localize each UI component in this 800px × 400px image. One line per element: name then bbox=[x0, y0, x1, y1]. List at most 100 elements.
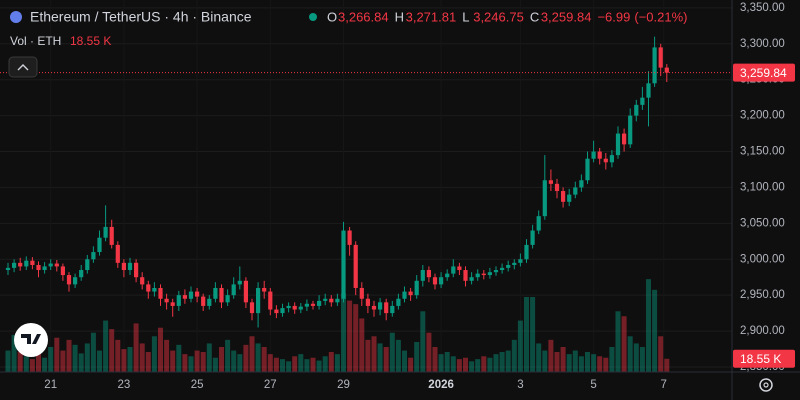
button-frame[interactable] bbox=[8, 56, 38, 78]
volume-bar bbox=[243, 344, 249, 372]
candle-body bbox=[609, 155, 614, 163]
x-tick-label: 23 bbox=[118, 379, 131, 391]
candle-body bbox=[274, 309, 279, 314]
candle-body bbox=[378, 302, 383, 310]
volume-bar bbox=[420, 311, 426, 372]
volume-bar bbox=[334, 354, 340, 372]
y-tick-label: 2,950.00 bbox=[740, 289, 785, 301]
candle-body bbox=[591, 151, 596, 159]
tv-logo[interactable] bbox=[14, 323, 48, 357]
candle-body bbox=[152, 287, 157, 292]
candle-body bbox=[140, 277, 145, 285]
volume-bar bbox=[158, 327, 163, 372]
candle-body bbox=[60, 266, 65, 276]
candle-body bbox=[493, 270, 499, 273]
symbol-icon bbox=[10, 11, 22, 23]
volume-pane bbox=[5, 279, 670, 372]
collapse-button[interactable] bbox=[8, 56, 38, 78]
candle-body bbox=[597, 151, 602, 159]
volume-bar bbox=[438, 354, 444, 372]
grid bbox=[0, 7, 732, 368]
volume-bar bbox=[273, 357, 279, 372]
candle-body bbox=[109, 226, 114, 245]
candle-body bbox=[231, 284, 236, 296]
candle-body bbox=[463, 270, 468, 281]
candle-body bbox=[384, 302, 389, 314]
gear[interactable] bbox=[759, 378, 773, 392]
volume-bar bbox=[414, 342, 420, 372]
candle-body bbox=[524, 244, 529, 260]
volume-bar bbox=[78, 353, 84, 372]
volume-bar bbox=[225, 339, 231, 372]
candle-body bbox=[243, 280, 248, 303]
candle-body bbox=[567, 194, 572, 202]
volume-bar bbox=[548, 339, 554, 372]
candle-body bbox=[79, 270, 84, 278]
ohlc-value: 3,271.81 bbox=[406, 9, 457, 24]
volume-bar bbox=[578, 356, 584, 372]
volume-title: Vol · ETH bbox=[10, 34, 61, 48]
volume-bar bbox=[469, 361, 475, 372]
candle-body bbox=[134, 262, 139, 278]
y-tick-label: 3,300.00 bbox=[740, 38, 785, 50]
candle-body bbox=[475, 273, 480, 278]
volume-bar bbox=[517, 320, 523, 372]
volume-bar bbox=[170, 350, 176, 372]
last-price-tag bbox=[733, 63, 795, 82]
volume-bar bbox=[487, 357, 493, 372]
volume-bar bbox=[530, 297, 536, 372]
volume-bar bbox=[249, 336, 255, 372]
volume-bar bbox=[426, 332, 432, 372]
volume-bar bbox=[280, 359, 285, 372]
settings-icon[interactable] bbox=[759, 378, 773, 392]
volume-bar bbox=[267, 354, 273, 372]
volume-bar bbox=[383, 347, 389, 372]
volume-bar bbox=[481, 356, 487, 372]
x-tick-label: 21 bbox=[44, 379, 57, 391]
candle-body bbox=[207, 298, 212, 306]
chart-title: Ethereum / TetherUS · 4h · Binance bbox=[30, 9, 252, 25]
candle-body bbox=[304, 303, 309, 307]
y-tick-label: 3,000.00 bbox=[740, 253, 785, 265]
market-status[interactable] bbox=[309, 13, 317, 21]
volume-bar bbox=[139, 343, 145, 372]
x-tick-label: 5 bbox=[590, 379, 596, 391]
y-tick-label: 3,100.00 bbox=[740, 181, 785, 193]
candle-body bbox=[85, 259, 90, 271]
volume-tag bbox=[733, 349, 795, 368]
volume-bar bbox=[109, 329, 115, 372]
volume-bar bbox=[36, 354, 41, 372]
volume-bar bbox=[11, 334, 17, 372]
candle-body bbox=[329, 298, 334, 303]
candle-body bbox=[439, 277, 444, 285]
candle-body bbox=[280, 308, 285, 314]
volume-bar bbox=[322, 356, 328, 372]
volume-bar bbox=[615, 311, 621, 372]
volume-bar bbox=[639, 347, 645, 372]
volume-bar bbox=[164, 339, 170, 372]
candle-body bbox=[469, 277, 474, 281]
candle-body bbox=[42, 266, 47, 271]
candle-body bbox=[432, 277, 438, 285]
volume-bar bbox=[591, 354, 597, 372]
volume-bar bbox=[353, 304, 359, 372]
volume-bar bbox=[524, 297, 529, 372]
candle-body bbox=[445, 273, 450, 278]
candle-body bbox=[371, 305, 377, 310]
volume-bar bbox=[286, 361, 292, 372]
candle-body bbox=[402, 291, 407, 299]
volume-bar bbox=[633, 343, 639, 372]
volume-value: 18.55 K bbox=[70, 34, 111, 48]
volume-bar bbox=[133, 323, 139, 372]
volume-bar bbox=[127, 347, 133, 372]
volume-bar bbox=[658, 336, 664, 372]
x-tick-label: 27 bbox=[264, 379, 277, 391]
x-tick-label: 3 bbox=[517, 379, 523, 391]
candle-body bbox=[176, 295, 181, 306]
candle-body bbox=[48, 263, 53, 267]
y-tick-label: 3,150.00 bbox=[740, 146, 785, 158]
candle-body bbox=[5, 267, 11, 271]
ohlc-value: 3,266.84 bbox=[338, 9, 389, 24]
change-percent: (−0.21%) bbox=[634, 9, 687, 24]
